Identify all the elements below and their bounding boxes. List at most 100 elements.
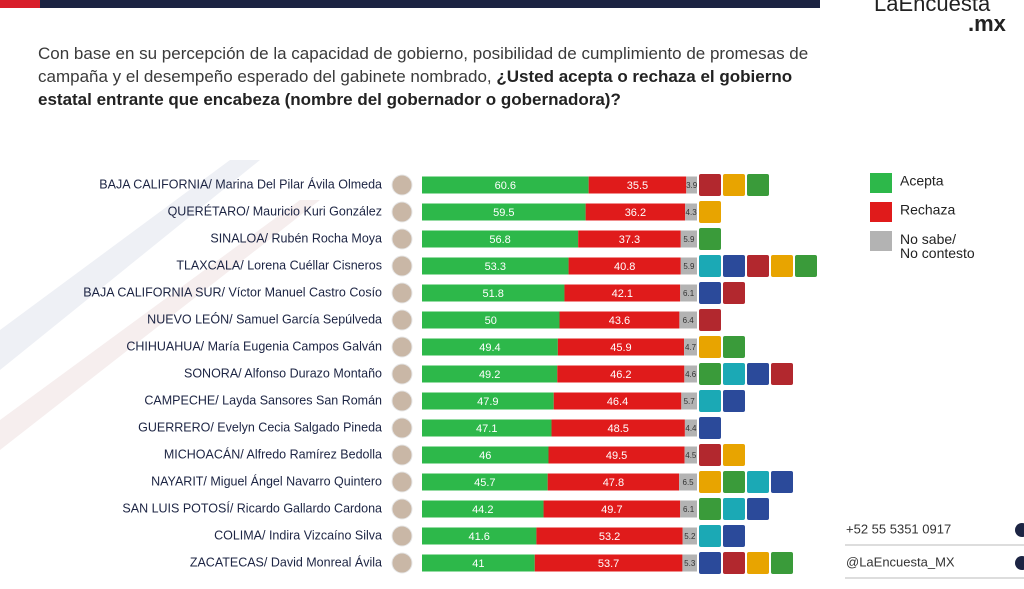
bar-segment: [680, 500, 697, 518]
value-label: 5.2: [684, 532, 696, 541]
party-logo: [699, 471, 721, 493]
party-logo: [723, 255, 745, 277]
value-label: 48.5: [608, 423, 629, 435]
bar-segment: [680, 257, 697, 275]
category-label: CHIHUAHUA/ María Eugenia Campos Galván: [126, 339, 382, 353]
bar-segment: [422, 284, 565, 302]
party-logo: [747, 174, 769, 196]
bar-segment: [422, 230, 579, 248]
value-label: 4.4: [685, 424, 697, 433]
value-label: 6.5: [683, 478, 695, 487]
party-logo: [699, 282, 721, 304]
photo: [391, 336, 413, 358]
bar-segment: [551, 419, 685, 437]
party-logo: [699, 444, 721, 466]
party-logo: [699, 552, 721, 574]
photo: [391, 471, 413, 493]
bar-segment: [588, 176, 687, 194]
value-label: 42.1: [612, 288, 633, 300]
category-label: TLAXCALA/ Lorena Cuéllar Cisneros: [176, 258, 382, 272]
bar-segment: [564, 284, 681, 302]
top-bar: [0, 0, 820, 8]
value-label: 5.9: [683, 262, 695, 271]
bar-segment: [422, 338, 558, 356]
bar-segment: [585, 203, 686, 221]
party-logo: [771, 363, 793, 385]
party-logo: [771, 552, 793, 574]
bar-segment: [679, 473, 697, 491]
photo: [391, 228, 413, 250]
value-label: 6.4: [683, 316, 695, 325]
legend-swatch: [870, 231, 892, 251]
bar-segment: [680, 284, 697, 302]
bar-segment: [557, 365, 685, 383]
party-logo: [747, 498, 769, 520]
bar-segment: [547, 473, 680, 491]
category-label: SONORA/ Alfonso Durazo Montaño: [184, 366, 382, 380]
category-label: BAJA CALIFORNIA/ Marina Del Pilar Ávila …: [99, 176, 382, 191]
bar-segment: [422, 500, 544, 518]
category-label: QUERÉTARO/ Mauricio Kuri González: [168, 203, 382, 218]
party-logo: [699, 201, 721, 223]
legend-label: Rechaza: [900, 202, 955, 218]
party-logo: [699, 390, 721, 412]
photo: [391, 498, 413, 520]
bar-segment: [422, 203, 586, 221]
brand: LaEncuesta: [874, 0, 991, 16]
party-logo: [723, 336, 745, 358]
social: @LaEncuesta_MX: [846, 554, 955, 569]
photo: [391, 525, 413, 547]
category-label: NUEVO LEÓN/ Samuel García Sepúlveda: [147, 311, 382, 326]
bar-segment: [685, 203, 697, 221]
party-logo: [699, 363, 721, 385]
value-label: 4.3: [686, 208, 698, 217]
bar-segment: [422, 419, 552, 437]
question-bold: ¿Usted acepta o rechaza el gobierno esta…: [38, 67, 793, 109]
value-label: 5.3: [684, 559, 696, 568]
bar-segment: [684, 446, 697, 464]
photo: [391, 444, 413, 466]
photo: [391, 552, 413, 574]
party-logo: [747, 552, 769, 574]
value-label: 5.7: [684, 397, 696, 406]
party-logo: [771, 471, 793, 493]
bar-segment: [684, 365, 697, 383]
photo: [391, 363, 413, 385]
value-label: 47.8: [603, 477, 624, 489]
party-logo: [747, 471, 769, 493]
value-label: 53.2: [599, 531, 620, 543]
party-logo: [723, 174, 745, 196]
party-logo: [723, 498, 745, 520]
category-label: ZACATECAS/ David Monreal Ávila: [190, 554, 382, 569]
value-label: 53.7: [598, 558, 619, 570]
photo: [391, 390, 413, 412]
party-logo: [699, 228, 721, 250]
phone: +52 55 5351 0917: [846, 521, 951, 536]
category-label: GUERRERO/ Evelyn Cecia Salgado Pineda: [138, 420, 382, 434]
bar-segment: [679, 311, 697, 329]
bar-segment: [559, 311, 680, 329]
photo: [391, 309, 413, 331]
value-label: 41.6: [468, 531, 489, 543]
bar-segment: [536, 527, 683, 545]
bar-segment: [422, 311, 560, 329]
value-label: 43.6: [609, 315, 630, 327]
value-label: 4.6: [685, 370, 697, 379]
value-label: 40.8: [614, 261, 635, 273]
question-text: Con base en su percepción de la capacida…: [38, 44, 809, 86]
value-label: 60.6: [495, 180, 516, 192]
bar-segment: [422, 527, 537, 545]
value-label: 35.5: [627, 180, 648, 192]
icon: [1015, 523, 1024, 537]
value-label: 53.3: [485, 261, 506, 273]
photo: [391, 174, 413, 196]
bar-segment: [578, 230, 681, 248]
value-label: 46.2: [610, 369, 631, 381]
party-logo: [723, 390, 745, 412]
bar-segment: [684, 419, 697, 437]
value-label: 47.1: [476, 423, 497, 435]
bar-segment: [568, 257, 681, 275]
bar-segment: [422, 257, 569, 275]
value-label: 4.7: [685, 343, 697, 352]
